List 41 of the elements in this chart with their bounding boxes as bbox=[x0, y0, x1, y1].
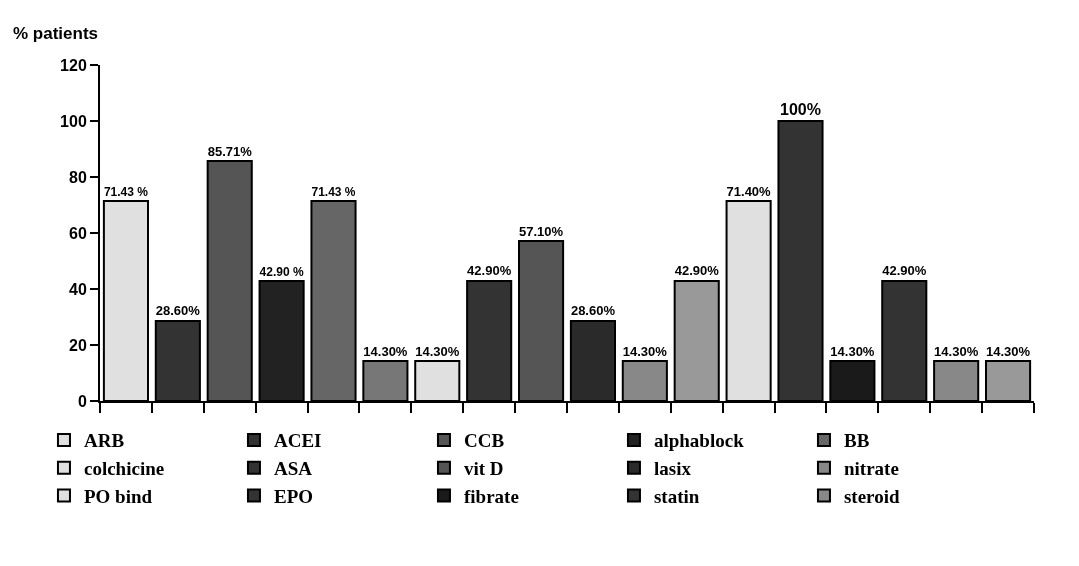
legend-label: fibrate bbox=[463, 485, 519, 507]
y-tick-label: 80 bbox=[69, 168, 87, 186]
data-label: 14.30% bbox=[830, 343, 875, 359]
y-tick-label: 0 bbox=[77, 392, 87, 410]
legend-label: CCB bbox=[463, 430, 505, 452]
y-tick-label: 20 bbox=[69, 336, 87, 354]
legend-label: ARB bbox=[83, 430, 125, 452]
y-axis-title: % patients bbox=[13, 24, 99, 43]
legend-label: alphablock bbox=[653, 430, 745, 452]
data-label: 14.30% bbox=[415, 343, 460, 359]
data-label: 14.30% bbox=[622, 343, 668, 359]
legend-label: lasix bbox=[653, 458, 692, 480]
y-tick-label: 100 bbox=[60, 112, 87, 130]
data-label: 14.30% bbox=[986, 343, 1031, 359]
data-label: 14.30% bbox=[934, 343, 979, 359]
data-label: 42.90% bbox=[674, 263, 720, 279]
data-label: 85.71% bbox=[207, 143, 253, 159]
data-label: 28.60% bbox=[155, 303, 201, 319]
legend-label: BB bbox=[843, 430, 870, 452]
y-tick-label: 40 bbox=[69, 280, 87, 298]
data-label: 71.43 % bbox=[103, 184, 149, 199]
data-label: 71.40% bbox=[726, 183, 772, 199]
data-label: 42.90% bbox=[882, 263, 927, 279]
legend-label: colchicine bbox=[83, 458, 165, 480]
data-label: 42.90 % bbox=[259, 264, 304, 279]
legend-label: statin bbox=[653, 485, 700, 507]
y-tick-label: 60 bbox=[69, 224, 87, 242]
legend-label: ACEI bbox=[273, 430, 322, 452]
legend-label: ASA bbox=[273, 458, 313, 480]
data-label: 71.43 % bbox=[311, 184, 356, 199]
y-tick-label: 120 bbox=[60, 56, 87, 74]
legend-label: steroid bbox=[843, 485, 900, 507]
data-label: 28.60% bbox=[570, 303, 616, 319]
data-label: 57.10% bbox=[519, 223, 564, 239]
data-label: 42.90% bbox=[467, 263, 512, 279]
legend-label: PO bind bbox=[83, 485, 153, 507]
legend-label: nitrate bbox=[843, 458, 899, 480]
data-label: 100% bbox=[780, 101, 821, 118]
legend-label: EPO bbox=[273, 485, 314, 507]
data-label: 14.30% bbox=[363, 343, 408, 359]
legend-label: vit D bbox=[463, 458, 504, 480]
